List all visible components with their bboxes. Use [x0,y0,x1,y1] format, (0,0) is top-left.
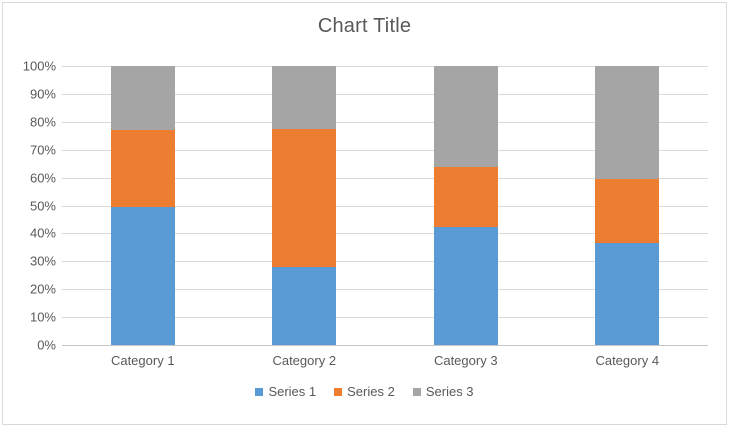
legend-label: Series 2 [347,384,395,399]
x-category-label: Category 2 [272,353,337,368]
gridline [62,289,708,291]
y-tick-label: 100% [22,58,56,74]
y-tick-label: 50% [29,198,56,213]
legend-item: Series 3 [412,384,474,399]
gridline [62,205,708,207]
gridline [62,66,708,67]
y-tick-label: 80% [29,114,56,130]
y-tick-label: 0% [37,337,56,353]
bar-segment [272,128,337,267]
x-category-label: Category 1 [110,353,175,368]
bar-segment [110,66,175,131]
legend-item: Series 2 [334,384,395,399]
y-tick-label: 90% [29,86,56,102]
y-tick-label: 20% [29,281,56,297]
legend-label: Series 1 [268,384,317,399]
column-slot [224,66,386,345]
y-tick-label: 30% [29,253,56,269]
column-slot [62,66,224,345]
plot-area [62,66,708,346]
gridline [62,121,708,123]
gridline [62,177,708,179]
bar-segment [433,66,498,167]
legend: Series 1 Series 2 Series 3 [0,384,729,399]
bar-segment [433,227,498,345]
column-slot [385,66,547,345]
column-slot [547,66,709,345]
legend-swatch [412,387,421,396]
legend-label: Series 3 [425,384,474,399]
bar-segment [595,66,660,180]
stacked-bar [433,66,498,345]
bar-segment [595,242,660,345]
bar-segment [110,130,175,208]
bar-segment [595,179,660,243]
gridline [62,261,708,263]
columns [62,66,708,345]
stacked-bar [595,66,660,345]
bar-segment [433,166,498,228]
bar-segment [272,66,337,129]
y-tick-label: 10% [29,309,56,325]
gridline [62,233,708,235]
y-tick-label: 60% [29,170,56,186]
x-category-label: Category 4 [595,353,660,368]
x-axis-labels: Category 1 Category 2 Category 3 Category 4 [62,353,708,368]
x-axis-line [62,345,708,346]
stacked-bar [110,66,175,345]
y-tick-label: 70% [29,142,56,158]
y-axis-labels: 0% 10% 20% 30% 40% 50% 60% 70% 80% 90% 100% [0,59,56,353]
gridline [62,93,708,95]
x-category-label: Category 3 [433,353,498,368]
gridline [62,149,708,151]
legend-swatch [255,387,264,396]
bar-segment [272,266,337,345]
y-tick-label: 40% [29,225,56,241]
stacked-bar [272,66,337,345]
bar-segment [110,207,175,345]
legend-swatch [334,387,343,396]
gridline [62,317,708,319]
legend-item: Series 1 [255,384,316,399]
chart-title: Chart Title [317,15,412,37]
